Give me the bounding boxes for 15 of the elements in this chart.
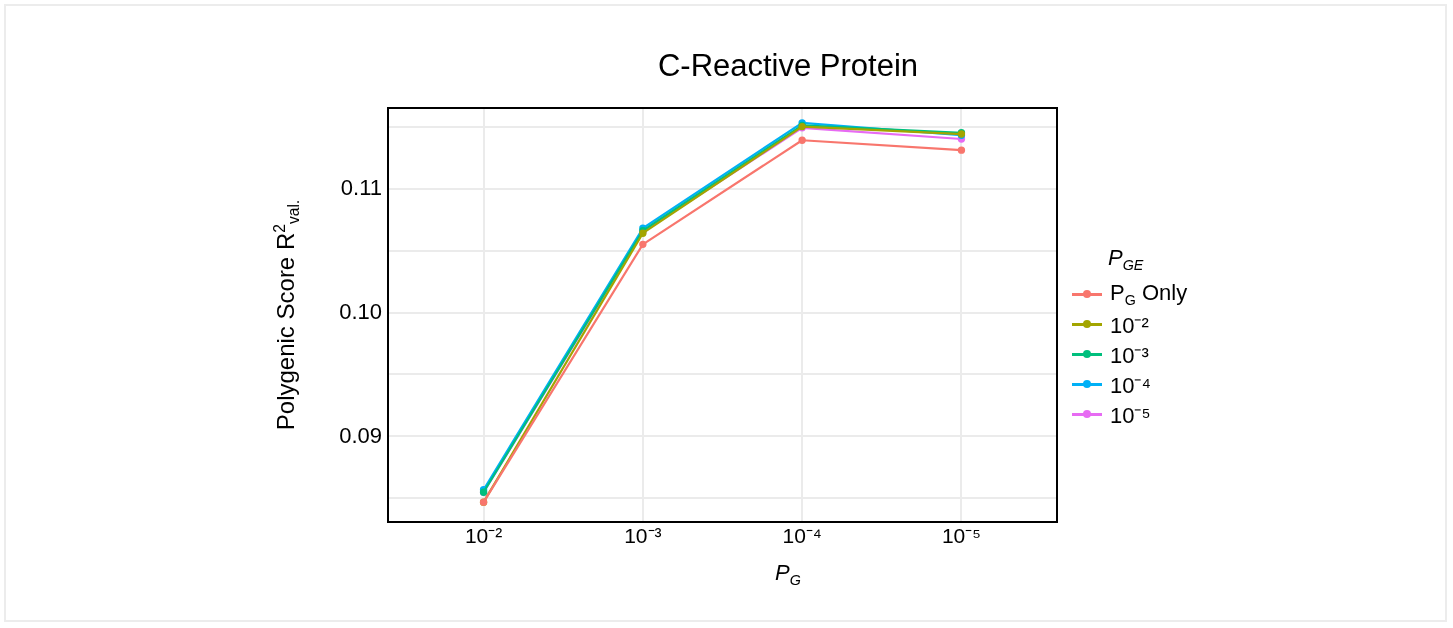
chart-title: C-Reactive Protein [656, 48, 920, 84]
x-axis-title: P$_{G}$ [774, 560, 802, 589]
legend-label: 10⁻⁵ [1110, 402, 1151, 430]
legend-title: P$_{GE}$ [1108, 245, 1145, 274]
y-tick-label: 0.10 [339, 298, 382, 324]
x-tick-label: 10⁻² [464, 524, 503, 548]
y-tick-label: 0.11 [340, 174, 382, 200]
x-tick-label: 10⁻³ [624, 524, 662, 548]
x-tick-label: 10⁻⁵ [941, 524, 981, 548]
legend-label: 10⁻³ [1110, 342, 1149, 370]
legend-label: P$_{G}$ Only [1110, 280, 1188, 309]
y-tick-label: 0.09 [339, 422, 382, 448]
legend-label: 10⁻⁴ [1110, 372, 1151, 400]
x-tick-label: 10⁻⁴ [782, 524, 822, 548]
legend-label: 10⁻² [1110, 312, 1149, 340]
